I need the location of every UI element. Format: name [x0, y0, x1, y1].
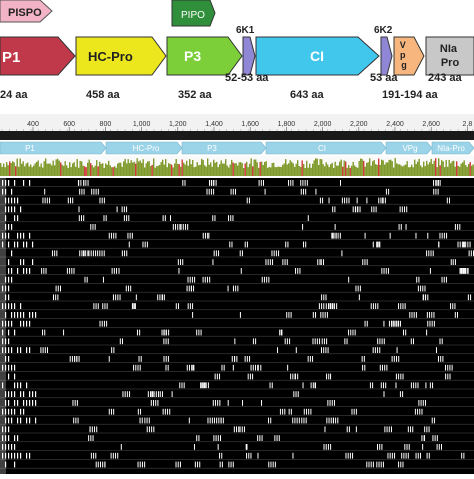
genome-map: PISPO PIPO P1 HC-Pro P3 6K1: [0, 0, 474, 101]
pispo-label: PISPO: [8, 7, 42, 19]
protein-hcpro: HC-Pro: [75, 36, 167, 76]
ruler-tick-label: 2,600: [422, 121, 440, 128]
annotation-label: NIa-Pro: [437, 144, 465, 153]
protein-ci-label: CI: [310, 48, 324, 64]
annotation-track: P1 HC-Pro P3 CI VPg NIa-Pro: [0, 141, 474, 155]
protein-vpg: V p g: [393, 36, 425, 76]
ruler-tick-label: 600: [63, 121, 75, 128]
length-niapro: 243 aa: [428, 72, 463, 84]
sequence-gaps: [0, 178, 474, 474]
ruler-tick-label: 2,400: [386, 121, 404, 128]
annotation-segment: [265, 141, 387, 155]
protein-hcpro-label: HC-Pro: [88, 49, 133, 64]
ruler-tick-label: 1,000: [133, 121, 151, 128]
annotation-label: CI: [318, 144, 326, 153]
annotation-segment: [431, 141, 474, 155]
annotation-label: VPg: [402, 144, 417, 153]
ruler-tick-label: 2,8: [463, 121, 473, 128]
ruler-tick-label: 800: [100, 121, 112, 128]
length-vpg: 191-194 aa: [382, 89, 439, 101]
length-hcpro: 458 aa: [86, 89, 121, 101]
identity-graph: [0, 156, 474, 176]
ruler-tick-label: 1,400: [205, 121, 223, 128]
annotation-segment: [105, 141, 183, 155]
annotation-segment: [181, 141, 267, 155]
ruler-tick-label: 400: [27, 121, 39, 128]
protein-p3: P3: [166, 36, 243, 76]
protein-lengths: 24 aa 458 aa 352 aa 52-53 aa 643 aa 53 a…: [0, 72, 463, 101]
sequence-block: [0, 178, 474, 474]
pipo-block: PIPO: [171, 0, 216, 27]
protein-6k2-label: 6K2: [374, 25, 393, 36]
ruler-tick-label: 1,600: [241, 121, 259, 128]
annotation-label: P3: [207, 144, 217, 153]
protein-6k2: 6K2: [374, 25, 393, 76]
length-p3: 352 aa: [178, 89, 213, 101]
pipo-label: PIPO: [181, 10, 205, 21]
ruler-tick-label: 1,200: [169, 121, 187, 128]
length-6k2: 53 aa: [370, 72, 398, 84]
annotation-label: HC-Pro: [133, 144, 160, 153]
length-ci: 643 aa: [290, 89, 325, 101]
protein-niapro-label: NIa Pro: [440, 43, 460, 69]
length-6k1: 52-53 aa: [225, 72, 269, 84]
ruler-tick-label: 1,800: [278, 121, 296, 128]
annotation-label: P1: [25, 144, 35, 153]
protein-niapro: NIa Pro: [425, 36, 474, 76]
protein-p1-label: P1: [2, 49, 20, 66]
protein-ci: CI: [255, 36, 380, 76]
length-p1: 24 aa: [0, 89, 28, 101]
sequence-overview-bar: [0, 131, 474, 140]
protein-p1: P1: [0, 36, 76, 76]
ruler-tick-label: 2,000: [314, 121, 332, 128]
protein-p3-label: P3: [184, 48, 201, 64]
ruler-tick-label: 2,200: [350, 121, 368, 128]
protein-vpg-label: V p g: [400, 40, 409, 70]
annotation-segment: [385, 141, 433, 155]
protein-6k1-label: 6K1: [236, 25, 255, 36]
protein-6k1: 6K1: [236, 25, 256, 76]
pispo-block: PISPO: [0, 0, 53, 23]
alignment-viewer: 400 600 800 1,000 1,200 1,400 1,600 1,800 2,000 2…: [0, 114, 474, 474]
position-ruler: 400 600 800 1,000 1,200 1,400 1,600 1,800 2,000 2…: [0, 114, 474, 131]
annotation-segment: [0, 141, 107, 155]
